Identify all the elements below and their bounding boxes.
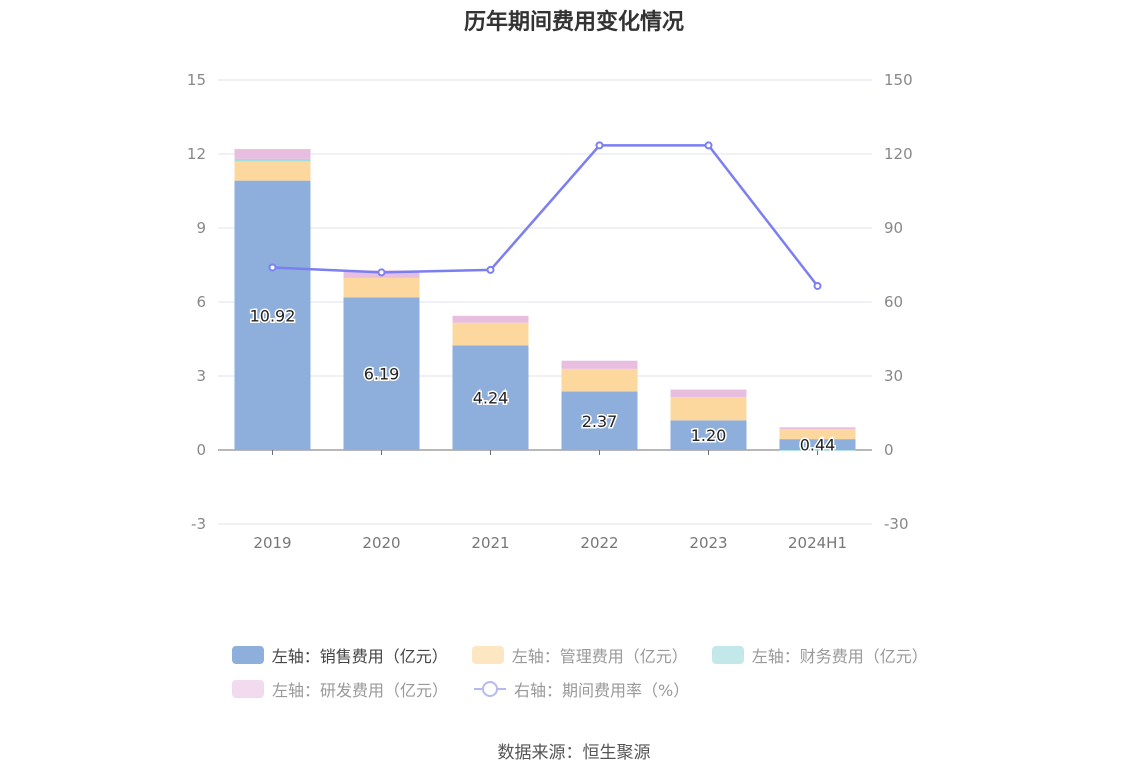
x-axis-tick-label: 2021 bbox=[471, 534, 509, 552]
x-axis-tick-label: 2023 bbox=[689, 534, 727, 552]
x-axis-tick-label: 2019 bbox=[253, 534, 291, 552]
left-axis-tick-label: 15 bbox=[187, 71, 206, 89]
left-axis-tick-label: 12 bbox=[187, 145, 206, 163]
x-axis-tick-label: 2022 bbox=[580, 534, 618, 552]
right-axis-tick-label: 30 bbox=[884, 367, 903, 385]
expense-rate-point bbox=[704, 141, 713, 150]
legend-line-icon bbox=[474, 680, 507, 698]
left-axis-tick-label: 0 bbox=[196, 441, 206, 459]
right-axis-tick-label: 150 bbox=[884, 71, 913, 89]
legend-item-expense-rate[interactable]: 右轴：期间费用率（%） bbox=[474, 677, 689, 701]
expense-rate-line bbox=[272, 144, 819, 287]
left-axis-tick-label: 3 bbox=[196, 367, 206, 385]
expense-rate-point bbox=[377, 268, 386, 277]
bar-data-label: 6.19 bbox=[364, 365, 400, 384]
bar-segment bbox=[234, 149, 311, 159]
bar-segment bbox=[452, 315, 529, 323]
expense-rate-point bbox=[595, 141, 604, 150]
bar-data-label: 2.37 bbox=[582, 412, 618, 431]
left-axis-tick-label: 6 bbox=[196, 293, 206, 311]
x-axis-tick-label: 2024H1 bbox=[788, 534, 847, 552]
bar-segment bbox=[561, 368, 638, 392]
bar-segment bbox=[452, 322, 529, 346]
expense-rate-point bbox=[268, 263, 277, 272]
bar-segment bbox=[234, 161, 311, 181]
bar-segment bbox=[779, 450, 856, 451]
bar-data-label: 4.24 bbox=[473, 389, 509, 408]
legend-swatch-finance bbox=[712, 646, 744, 664]
bar-segment bbox=[670, 396, 747, 421]
bar-segment bbox=[343, 277, 420, 298]
right-axis-tick-label: 90 bbox=[884, 219, 903, 237]
bar-segment bbox=[234, 158, 311, 162]
chart-legend: 左轴：销售费用（亿元） 左轴：管理费用（亿元） 左轴：财务费用（亿元） 左轴：研… bbox=[232, 638, 952, 706]
bar-segment bbox=[561, 360, 638, 369]
bar-segment bbox=[452, 345, 529, 450]
legend-swatch-admin bbox=[472, 646, 504, 664]
bar-segment bbox=[779, 429, 856, 440]
legend-label-admin: 左轴：管理费用（亿元） bbox=[511, 647, 688, 666]
legend-label-finance: 左轴：财务费用（亿元） bbox=[751, 647, 928, 666]
legend-item-admin[interactable]: 左轴：管理费用（亿元） bbox=[472, 643, 688, 667]
legend-label-sales: 左轴：销售费用（亿元） bbox=[271, 647, 448, 666]
data-source: 数据来源：恒生聚源 bbox=[497, 743, 651, 763]
legend-item-finance[interactable]: 左轴：财务费用（亿元） bbox=[712, 643, 928, 667]
legend-swatch-sales bbox=[232, 646, 264, 664]
x-axis-tick-label: 2020 bbox=[362, 534, 400, 552]
right-axis-tick-label: -30 bbox=[884, 515, 909, 533]
bar-segment bbox=[779, 427, 856, 430]
right-axis-tick-label: 120 bbox=[884, 145, 913, 163]
legend-label-rnd: 左轴：研发费用（亿元） bbox=[272, 681, 449, 700]
bar-data-label: 1.20 bbox=[691, 426, 727, 445]
bar-data-label: 0.44 bbox=[800, 436, 836, 455]
bar-segment bbox=[779, 439, 856, 450]
bar-segment bbox=[343, 297, 420, 450]
right-axis-tick-label: 60 bbox=[884, 293, 903, 311]
legend-item-rnd[interactable]: 左轴：研发费用（亿元） bbox=[232, 677, 448, 701]
chart-title: 历年期间费用变化情况 bbox=[463, 10, 684, 35]
bar-segment bbox=[234, 180, 311, 450]
expense-rate-point bbox=[813, 281, 822, 290]
bar-segment bbox=[343, 277, 420, 278]
legend-item-sales[interactable]: 左轴：销售费用（亿元） bbox=[232, 643, 448, 667]
legend-swatch-rnd bbox=[232, 680, 264, 698]
bar-data-label: 10.92 bbox=[250, 306, 296, 325]
expense-rate-point bbox=[486, 265, 495, 274]
bar-segment bbox=[561, 391, 638, 450]
left-axis-tick-label: -3 bbox=[191, 515, 206, 533]
bar-segment bbox=[670, 389, 747, 397]
legend-label-expense-rate: 右轴：期间费用率（%） bbox=[514, 681, 690, 700]
bar-segment bbox=[670, 420, 747, 450]
left-axis-tick-label: 9 bbox=[196, 219, 206, 237]
right-axis-tick-label: 0 bbox=[884, 441, 894, 459]
